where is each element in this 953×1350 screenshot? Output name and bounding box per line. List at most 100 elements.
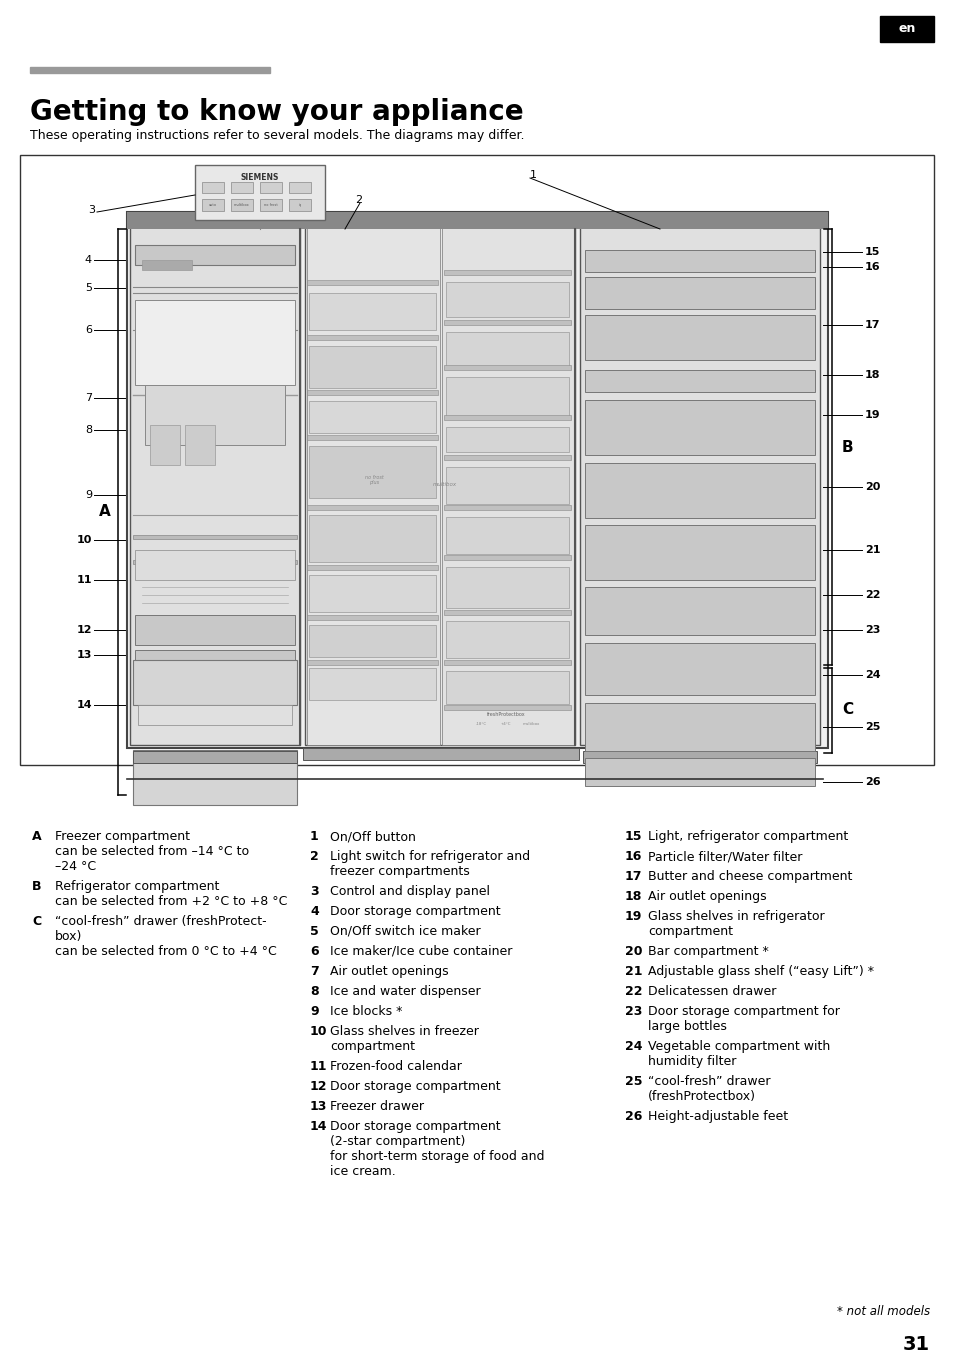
Text: 31: 31 <box>902 1335 929 1350</box>
Text: 5: 5 <box>85 284 91 293</box>
Bar <box>307 215 439 745</box>
Bar <box>443 320 571 325</box>
Text: –24 °C: –24 °C <box>55 860 96 873</box>
Text: 23: 23 <box>864 625 880 634</box>
Bar <box>127 212 827 230</box>
Text: freezer compartments: freezer compartments <box>330 865 469 878</box>
Text: for short-term storage of food and: for short-term storage of food and <box>330 1150 544 1162</box>
Text: large bottles: large bottles <box>647 1021 726 1033</box>
Text: 10: 10 <box>76 535 91 545</box>
Bar <box>309 668 436 701</box>
Bar <box>231 198 253 211</box>
Text: auto: auto <box>209 202 217 207</box>
Text: 9: 9 <box>85 490 91 500</box>
Text: 20: 20 <box>624 945 641 958</box>
Text: 16: 16 <box>864 262 880 271</box>
Bar <box>135 300 294 385</box>
Text: 4: 4 <box>85 255 91 265</box>
Bar <box>132 751 296 763</box>
Text: Height-adjustable feet: Height-adjustable feet <box>647 1110 787 1123</box>
Text: Control and display panel: Control and display panel <box>330 886 490 898</box>
Text: ice cream.: ice cream. <box>330 1165 395 1179</box>
Bar <box>446 282 568 317</box>
Bar <box>135 649 294 675</box>
Text: 22: 22 <box>624 986 641 998</box>
Bar <box>582 751 816 763</box>
Text: 11: 11 <box>310 1060 327 1073</box>
Text: box): box) <box>55 930 82 944</box>
Bar <box>194 165 325 220</box>
Text: 7: 7 <box>85 393 91 404</box>
Bar <box>309 514 436 562</box>
Text: 2: 2 <box>355 194 362 205</box>
Text: +4°C: +4°C <box>500 722 511 726</box>
Bar <box>446 621 568 657</box>
Text: 12: 12 <box>310 1080 327 1094</box>
Text: 21: 21 <box>864 545 880 555</box>
Bar <box>584 587 814 634</box>
Bar <box>441 215 575 745</box>
Text: C: C <box>841 702 852 717</box>
Text: 15: 15 <box>864 247 880 256</box>
Bar <box>584 250 814 271</box>
Text: These operating instructions refer to several models. The diagrams may differ.: These operating instructions refer to se… <box>30 130 524 143</box>
Bar <box>443 705 571 710</box>
Bar <box>584 525 814 580</box>
Bar <box>584 277 814 309</box>
Text: -18°C: -18°C <box>475 722 486 726</box>
Text: Ice blocks *: Ice blocks * <box>330 1004 402 1018</box>
Bar <box>443 364 571 370</box>
Text: 13: 13 <box>310 1100 327 1112</box>
Bar <box>307 279 437 285</box>
Text: Door storage compartment: Door storage compartment <box>330 1080 500 1094</box>
Text: 23: 23 <box>624 1004 641 1018</box>
Bar <box>443 505 571 510</box>
Bar <box>309 575 436 612</box>
Text: Light, refrigerator compartment: Light, refrigerator compartment <box>647 830 847 842</box>
Text: 17: 17 <box>864 320 880 329</box>
Bar <box>305 215 575 745</box>
Text: A: A <box>99 505 111 520</box>
Bar <box>145 385 285 446</box>
Bar <box>309 293 436 329</box>
Bar <box>132 660 296 705</box>
Text: Refrigerator compartment: Refrigerator compartment <box>55 880 219 892</box>
Bar <box>185 425 214 464</box>
Text: 21: 21 <box>624 965 641 977</box>
Bar <box>584 643 814 695</box>
Bar <box>30 68 270 73</box>
Bar <box>132 560 296 564</box>
Bar <box>443 455 571 460</box>
Bar <box>135 244 294 265</box>
Bar <box>446 377 568 417</box>
Text: Adjustable glass shelf (“easy Lift”) *: Adjustable glass shelf (“easy Lift”) * <box>647 965 873 977</box>
Text: A: A <box>32 830 42 842</box>
Bar <box>231 182 253 193</box>
Text: Ice maker/Ice cube container: Ice maker/Ice cube container <box>330 945 512 958</box>
Text: 18: 18 <box>624 890 641 903</box>
Text: 1: 1 <box>310 830 318 842</box>
Text: 1: 1 <box>530 170 537 180</box>
Text: 24: 24 <box>624 1040 641 1053</box>
Text: On/Off button: On/Off button <box>330 830 416 842</box>
Bar <box>584 400 814 455</box>
Text: Particle filter/Water filter: Particle filter/Water filter <box>647 850 801 863</box>
Text: 6: 6 <box>85 325 91 335</box>
Bar <box>446 427 568 452</box>
Bar <box>202 182 224 193</box>
Text: 8: 8 <box>85 425 91 435</box>
Text: SIEMENS: SIEMENS <box>240 173 279 181</box>
Text: 6: 6 <box>310 945 318 958</box>
Bar <box>138 705 292 725</box>
Bar <box>584 315 814 360</box>
Text: 12: 12 <box>76 625 91 634</box>
Bar <box>132 751 296 805</box>
Text: On/Off switch ice maker: On/Off switch ice maker <box>330 925 480 938</box>
Bar <box>307 660 437 666</box>
Bar <box>584 370 814 392</box>
Bar <box>132 535 296 539</box>
Bar <box>307 335 437 340</box>
Text: can be selected from –14 °C to: can be selected from –14 °C to <box>55 845 249 859</box>
Text: Ice and water dispenser: Ice and water dispenser <box>330 986 480 998</box>
Text: en: en <box>898 23 915 35</box>
